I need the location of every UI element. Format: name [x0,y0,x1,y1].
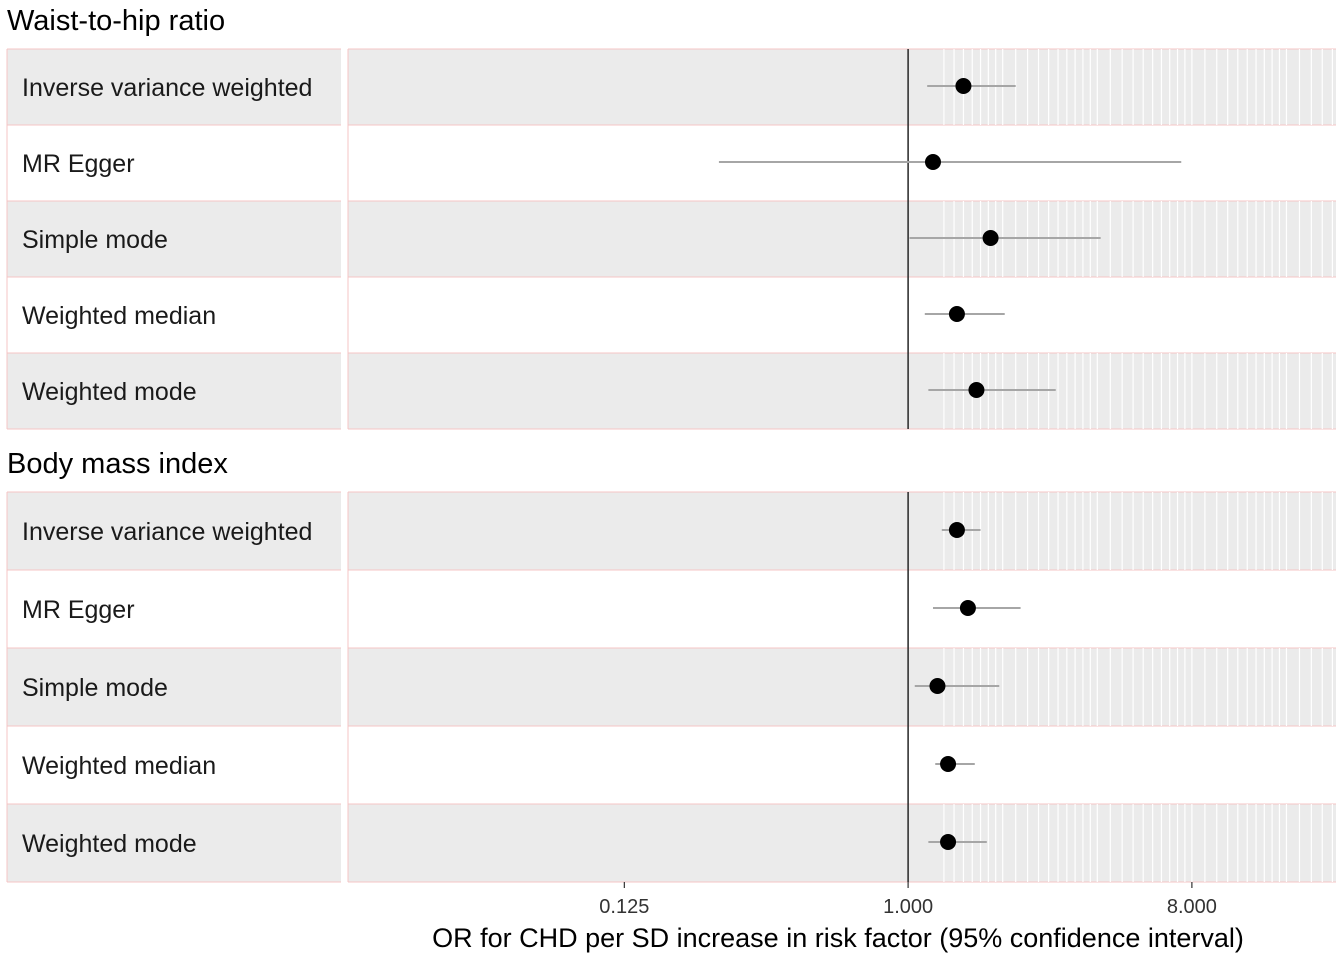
estimate-point [955,78,972,94]
x-tick-label: 1.000 [883,896,933,918]
label-strip-row [7,492,341,570]
estimate-point [959,600,976,616]
label-strip-row [7,49,341,125]
x-tick-label: 0.125 [599,896,649,918]
label-strip-row [7,804,341,882]
plot-row-band [348,648,1336,726]
plot-row-band [348,49,1336,125]
estimate-point [929,678,946,694]
plot-row-band [348,726,1336,804]
plot-row-band [348,804,1336,882]
panel-title: Body mass index [7,448,228,480]
estimate-point [924,154,941,170]
estimate-point [940,834,957,850]
data-mark-layer [623,78,1193,888]
method-label: Weighted mode [22,378,197,406]
label-strip-row [7,570,341,648]
plot-row-band [348,353,1336,429]
label-strip-row [7,201,341,277]
label-strip-row [7,353,341,429]
method-label: Inverse variance weighted [22,518,312,546]
gridline-layer [943,49,1333,882]
method-label: Weighted median [22,752,216,780]
plot-row-band [348,277,1336,353]
plot-row-band [348,492,1336,570]
estimate-point [940,756,957,772]
method-label: Simple mode [22,226,168,254]
label-strip-row [7,277,341,353]
panel-title: Waist-to-hip ratio [7,5,225,37]
estimate-point [968,382,985,398]
method-label: Weighted median [22,302,216,330]
method-label: Weighted mode [22,830,197,858]
plot-row-band [348,570,1336,648]
label-strip-row [7,726,341,804]
method-label: Inverse variance weighted [22,74,312,102]
method-label: MR Egger [22,596,135,624]
text-layer: Waist-to-hip ratio Inverse variance weigh… [7,5,1244,953]
estimate-point [948,306,965,322]
label-strip-row [7,125,341,201]
x-axis-title: OR for CHD per SD increase in risk facto… [432,923,1244,953]
x-tick-label: 8.000 [1167,896,1217,918]
estimate-point [948,522,965,538]
method-label: MR Egger [22,150,135,178]
method-label: Simple mode [22,674,168,702]
estimate-point [982,230,999,246]
label-strip-row [7,648,341,726]
plot-row-band [348,201,1336,277]
